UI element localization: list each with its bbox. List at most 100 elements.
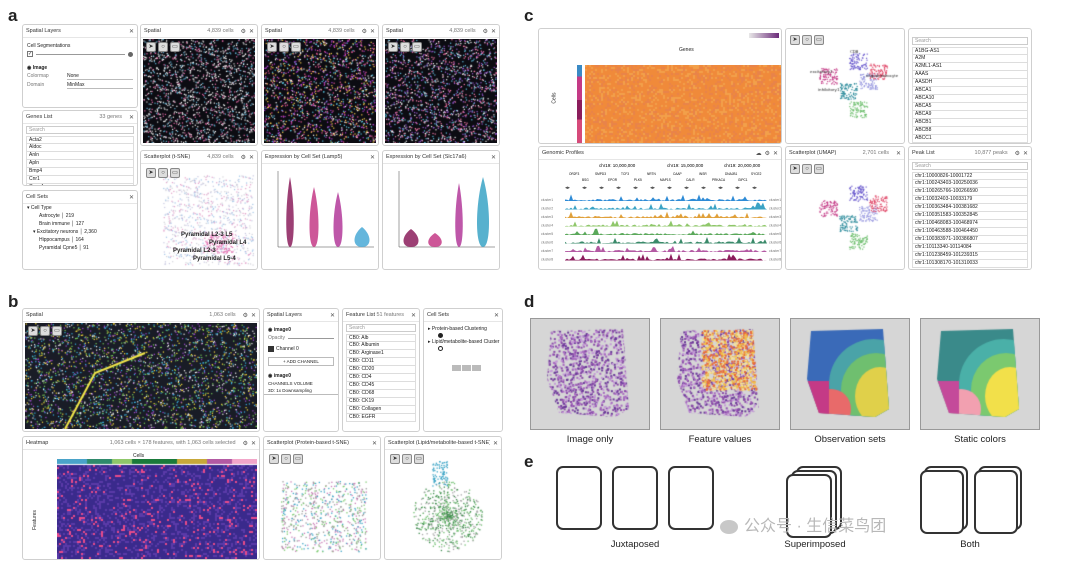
feature-list-item[interactable]: CB0: Alb bbox=[346, 334, 416, 342]
colormap-select[interactable]: None bbox=[67, 73, 133, 80]
gene-list-item[interactable]: ABCB1 bbox=[912, 119, 1028, 127]
add-channel-button[interactable]: + ADD CHANNEL bbox=[268, 357, 334, 366]
peak-list-item[interactable]: chr1:101238459-101239315 bbox=[912, 252, 1028, 260]
gear-icon[interactable]: ⚙ bbox=[240, 28, 246, 35]
lasso-tool-icon[interactable]: ○ bbox=[158, 42, 168, 52]
heatmap-canvas[interactable] bbox=[57, 459, 257, 559]
slider-handle[interactable] bbox=[128, 51, 133, 57]
feature-list-item[interactable]: CB0: CD20 bbox=[346, 366, 416, 374]
cellset-item[interactable]: Pyramidal Cpne5 │ 91 bbox=[39, 245, 89, 251]
gene-list-item[interactable]: ABCA10 bbox=[912, 95, 1028, 103]
close-icon[interactable]: ✕ bbox=[410, 312, 416, 319]
rect-tool-icon[interactable]: ▭ bbox=[414, 454, 424, 464]
eye-icon[interactable]: ◉ bbox=[27, 65, 33, 71]
pan-tool-icon[interactable]: ➤ bbox=[146, 42, 156, 52]
pan-tool-icon[interactable]: ➤ bbox=[790, 35, 800, 45]
peak-list-item[interactable]: chr1:100463588-100464450 bbox=[912, 228, 1028, 236]
peak-list-item[interactable]: chr1:10000826-10001722 bbox=[912, 172, 1028, 180]
pan-tool-icon[interactable]: ➤ bbox=[269, 454, 279, 464]
gear-icon[interactable]: ⚙ bbox=[764, 150, 770, 157]
close-icon[interactable]: ✕ bbox=[128, 114, 134, 121]
rect-tool-icon[interactable]: ▭ bbox=[814, 164, 824, 174]
downsampling-select[interactable]: 3D: 1x Downsampling bbox=[264, 387, 338, 395]
peak-list-item[interactable]: chr1:10032403-10033179 bbox=[912, 196, 1028, 204]
checkbox[interactable]: ✓ bbox=[27, 51, 33, 57]
peak-list-item[interactable]: chr1:100363484-100381682 bbox=[912, 204, 1028, 212]
close-icon[interactable]: ✕ bbox=[490, 154, 496, 161]
feature-search-input[interactable]: Search bbox=[346, 324, 416, 332]
gear-icon[interactable]: ⚙ bbox=[242, 440, 248, 447]
lasso-tool-icon[interactable]: ○ bbox=[802, 164, 812, 174]
pan-tool-icon[interactable]: ➤ bbox=[388, 42, 398, 52]
rect-tool-icon[interactable]: ▭ bbox=[412, 42, 422, 52]
tab-channels[interactable]: CHANNELS bbox=[268, 381, 293, 386]
peak-list-item[interactable]: chr1:100265766-100266590 bbox=[912, 188, 1028, 196]
pan-tool-icon[interactable]: ➤ bbox=[146, 168, 156, 178]
peak-list-item[interactable]: chr1:100468083-100468974 bbox=[912, 220, 1028, 228]
peak-list-item[interactable]: chr1:10113340-10114084 bbox=[912, 244, 1028, 252]
close-icon[interactable]: ✕ bbox=[250, 312, 256, 319]
close-icon[interactable]: ✕ bbox=[248, 28, 254, 35]
eye-icon[interactable]: ◉ bbox=[268, 327, 274, 333]
feature-list-item[interactable]: CB0: CD45 bbox=[346, 382, 416, 390]
cellset-item[interactable]: Brain immune │ 127 bbox=[39, 221, 85, 227]
gear-icon[interactable]: ⚙ bbox=[242, 312, 248, 319]
spatial-view-image[interactable] bbox=[143, 39, 255, 143]
gene-list-item[interactable]: Acta2 bbox=[26, 136, 134, 144]
lasso-tool-icon[interactable]: ○ bbox=[402, 454, 412, 464]
lasso-tool-icon[interactable]: ○ bbox=[40, 326, 50, 336]
gene-list-item[interactable]: ABCA1 bbox=[912, 87, 1028, 95]
gene-list-item[interactable]: Bmp4 bbox=[26, 168, 134, 176]
gear-icon[interactable]: ⚙ bbox=[361, 28, 367, 35]
rect-tool-icon[interactable]: ▭ bbox=[293, 454, 303, 464]
gear-icon[interactable]: ⚙ bbox=[482, 28, 488, 35]
heatmap-canvas[interactable] bbox=[585, 65, 781, 143]
gear-icon[interactable]: ⚙ bbox=[240, 154, 246, 161]
lasso-tool-icon[interactable]: ○ bbox=[279, 42, 289, 52]
close-icon[interactable]: ✕ bbox=[248, 154, 254, 161]
gene-list-item[interactable]: ABCB8 bbox=[912, 127, 1028, 135]
gene-list-item[interactable]: ABCC1 bbox=[912, 135, 1028, 143]
opacity-slider[interactable] bbox=[36, 53, 125, 55]
gene-list-item[interactable]: AAAS bbox=[912, 71, 1028, 79]
gene-list-item[interactable]: ABCA9 bbox=[912, 111, 1028, 119]
close-icon[interactable]: ✕ bbox=[1022, 150, 1028, 157]
feature-list-item[interactable]: CB0: CK19 bbox=[346, 398, 416, 406]
gene-list-item[interactable]: Cnr1 bbox=[26, 176, 134, 184]
feature-list-item[interactable]: CB0: Collagen bbox=[346, 406, 416, 414]
cellset-item[interactable]: Astrocyte │ 219 bbox=[39, 213, 75, 219]
gene-list-item[interactable]: Cspg4 bbox=[26, 184, 134, 185]
close-icon[interactable]: ✕ bbox=[369, 28, 375, 35]
tsne-plot[interactable] bbox=[387, 451, 501, 557]
peak-list-item[interactable]: chr1:100243403-100250036 bbox=[912, 180, 1028, 188]
pan-tool-icon[interactable]: ➤ bbox=[267, 42, 277, 52]
close-icon[interactable]: ✕ bbox=[492, 440, 498, 447]
close-icon[interactable]: ✕ bbox=[128, 194, 134, 201]
umap-plot[interactable] bbox=[788, 31, 904, 143]
channel-checkbox[interactable] bbox=[268, 346, 274, 352]
rect-tool-icon[interactable]: ▭ bbox=[170, 42, 180, 52]
gene-list-item[interactable]: A1BG-AS1 bbox=[912, 47, 1028, 55]
cellset-item[interactable]: ▾ Excitatory neurons │ 2,360 bbox=[33, 229, 97, 235]
eye-icon[interactable]: ◉ bbox=[268, 373, 274, 379]
peak-search-input[interactable]: Search bbox=[912, 162, 1028, 170]
close-icon[interactable]: ✕ bbox=[369, 154, 375, 161]
spatial-view-image[interactable] bbox=[264, 39, 376, 143]
gear-icon[interactable]: ⚙ bbox=[1014, 150, 1020, 157]
close-icon[interactable]: ✕ bbox=[490, 28, 496, 35]
gene-list-item[interactable]: AASDH bbox=[912, 79, 1028, 87]
close-icon[interactable]: ✕ bbox=[772, 150, 778, 157]
close-icon[interactable]: ✕ bbox=[329, 312, 335, 319]
feature-list-item[interactable]: CB0: CD4 bbox=[346, 374, 416, 382]
gene-list-item[interactable]: Anln bbox=[26, 152, 134, 160]
rect-tool-icon[interactable]: ▭ bbox=[814, 35, 824, 45]
domain-select[interactable]: MinMax bbox=[67, 82, 133, 89]
cloud-icon[interactable]: ☁ bbox=[755, 150, 762, 157]
volume-view[interactable] bbox=[25, 323, 257, 429]
rect-tool-icon[interactable]: ▭ bbox=[291, 42, 301, 52]
gene-list-item[interactable]: A2ML1-AS1 bbox=[912, 63, 1028, 71]
rect-tool-icon[interactable]: ▭ bbox=[170, 168, 180, 178]
opacity-slider[interactable] bbox=[287, 337, 334, 339]
peak-list-item[interactable]: chr1:100351583-100352845 bbox=[912, 212, 1028, 220]
feature-list-item[interactable]: CB0: CD68 bbox=[346, 390, 416, 398]
